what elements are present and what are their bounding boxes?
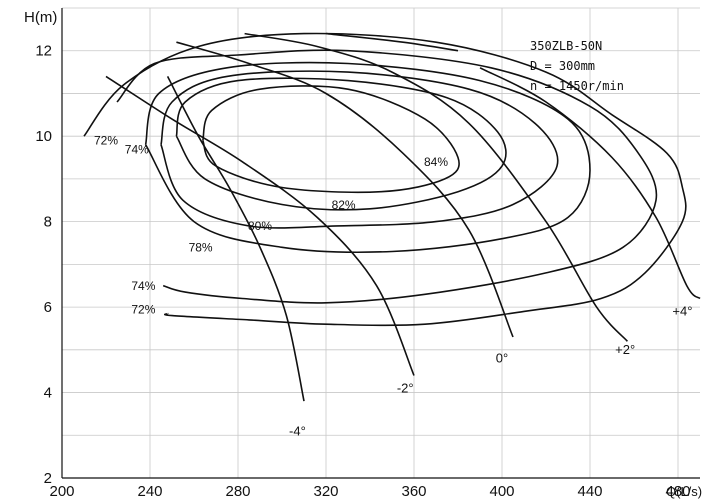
blade-angle-curve — [176, 41, 514, 338]
chart-title-block: 350ZLB-50N D = 300mm n = 1450r/min — [530, 39, 624, 93]
blade-angle-label: -4° — [289, 423, 306, 438]
blade-angle-label: 0° — [496, 351, 508, 366]
x-tick-labels: 200 240 280 320 360 400 440 480 — [49, 483, 690, 500]
blade-angle-label: -2° — [397, 381, 414, 396]
efficiency-contour-84 — [202, 85, 460, 194]
blade-angle-label: +4° — [672, 304, 692, 319]
efficiency-label: 78% — [189, 241, 213, 255]
blade-angle-curve — [105, 75, 415, 376]
blade-angle-curve — [325, 32, 459, 52]
efficiency-loop-label: 72% — [94, 134, 118, 148]
x-tick-label: 200 — [49, 483, 74, 500]
efficiency-contour-80 — [160, 70, 559, 229]
efficiency-contours — [83, 32, 687, 327]
y-tick-label: 6 — [44, 299, 52, 316]
efficiency-contour-72 — [83, 32, 687, 327]
efficiency-label: 80% — [248, 219, 272, 233]
blade-angle-curve — [244, 32, 628, 342]
y-tick-label: 4 — [44, 385, 52, 402]
blade-angle-curves — [105, 32, 701, 402]
x-tick-label: 440 — [577, 483, 602, 500]
efficiency-contour-74 — [116, 49, 658, 304]
x-tick-label: 320 — [313, 483, 338, 500]
axes — [61, 8, 700, 479]
y-tick-labels: 2 4 6 8 10 12 — [35, 43, 52, 487]
efficiency-contour-82 — [175, 77, 507, 211]
blade-angle-curve — [479, 67, 701, 300]
blade-angle-label: +2° — [615, 342, 635, 357]
blade-angle-curve — [166, 76, 305, 402]
title-line-model: 350ZLB-50N — [530, 39, 602, 53]
x-axis-label: Q(L/s) — [666, 484, 702, 499]
curve-labels: 84% 82% 80% 78% 74% 72% -4° -2° 0° +2° +4° 72% 74% — [94, 134, 692, 439]
y-tick-label: 8 — [44, 214, 52, 231]
y-tick-label: 2 — [44, 470, 52, 487]
efficiency-label: 82% — [332, 198, 356, 212]
efficiency-loop-label: 74% — [125, 142, 149, 156]
y-axis-label: H(m) — [24, 9, 57, 26]
title-line-speed: n = 1450r/min — [530, 79, 624, 93]
title-line-diameter: D = 300mm — [530, 59, 595, 73]
x-tick-label: 400 — [489, 483, 514, 500]
x-tick-label: 280 — [225, 483, 250, 500]
x-tick-label: 480 — [665, 483, 690, 500]
efficiency-label: 84% — [424, 155, 448, 169]
efficiency-contour-78 — [144, 61, 591, 253]
efficiency-label: 72% — [131, 303, 155, 317]
efficiency-label: 74% — [131, 279, 155, 293]
y-tick-label: 12 — [35, 43, 52, 60]
x-tick-label: 240 — [137, 483, 162, 500]
x-tick-label: 360 — [401, 483, 426, 500]
y-tick-label: 10 — [35, 128, 52, 145]
